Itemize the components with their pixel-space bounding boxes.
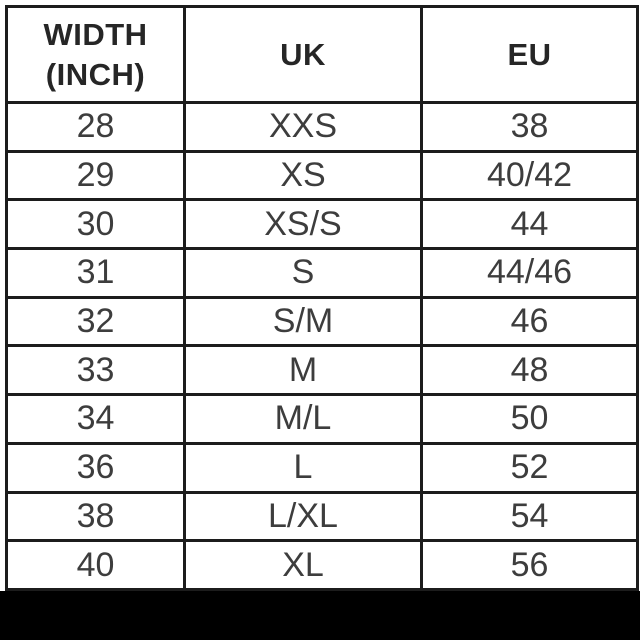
cell-eu: 50 — [420, 393, 639, 445]
table-row: 32 S/M 46 — [5, 295, 639, 348]
cell-width: 36 — [5, 441, 186, 494]
cell-width: 29 — [5, 149, 186, 202]
cell-eu: 52 — [420, 441, 639, 494]
cell-width: 33 — [5, 344, 186, 397]
cell-uk: S/M — [183, 295, 423, 348]
table-row: 30 XS/S 44 — [5, 198, 639, 251]
table-header: WIDTH (INCH) UK EU — [5, 5, 639, 104]
cell-eu: 44 — [420, 198, 639, 251]
cell-uk: L — [183, 441, 423, 494]
table-row: 29 XS 40/42 — [5, 149, 639, 202]
cell-uk: M — [183, 344, 423, 397]
cell-eu: 46 — [420, 295, 639, 348]
cell-eu: 44/46 — [420, 247, 639, 299]
cell-eu: 48 — [420, 344, 639, 397]
cell-eu: 40/42 — [420, 149, 639, 202]
cell-uk: XS — [183, 149, 423, 202]
table-row: 38 L/XL 54 — [5, 490, 639, 543]
header-cell-width-inch: WIDTH (INCH) — [5, 5, 186, 104]
header-cell-eu: EU — [420, 5, 639, 104]
bottom-black-band — [0, 591, 640, 640]
header-cell-uk: UK — [183, 5, 423, 104]
table-row: 33 M 48 — [5, 344, 639, 397]
table-row: 34 M/L 50 — [5, 393, 639, 445]
cell-width: 32 — [5, 295, 186, 348]
size-conversion-table: WIDTH (INCH) UK EU 28 XXS 38 29 XS 40/42… — [5, 5, 639, 591]
table-row: 36 L 52 — [5, 441, 639, 494]
table-row: 31 S 44/46 — [5, 247, 639, 299]
header-row: WIDTH (INCH) UK EU — [5, 5, 639, 104]
cell-eu: 54 — [420, 490, 639, 543]
table-row: 28 XXS 38 — [5, 101, 639, 153]
cell-width: 31 — [5, 247, 186, 299]
cell-uk: L/XL — [183, 490, 423, 543]
table-body: 28 XXS 38 29 XS 40/42 30 XS/S 44 31 S 44… — [5, 101, 639, 591]
table-row: 40 XL 56 — [5, 539, 639, 591]
cell-width: 38 — [5, 490, 186, 543]
cell-uk: S — [183, 247, 423, 299]
cell-width: 40 — [5, 539, 186, 591]
cell-uk: M/L — [183, 393, 423, 445]
cell-width: 34 — [5, 393, 186, 445]
cell-uk: XXS — [183, 101, 423, 153]
cell-width: 28 — [5, 101, 186, 153]
cell-uk: XS/S — [183, 198, 423, 251]
cell-uk: XL — [183, 539, 423, 591]
cell-eu: 38 — [420, 101, 639, 153]
cell-width: 30 — [5, 198, 186, 251]
cell-eu: 56 — [420, 539, 639, 591]
